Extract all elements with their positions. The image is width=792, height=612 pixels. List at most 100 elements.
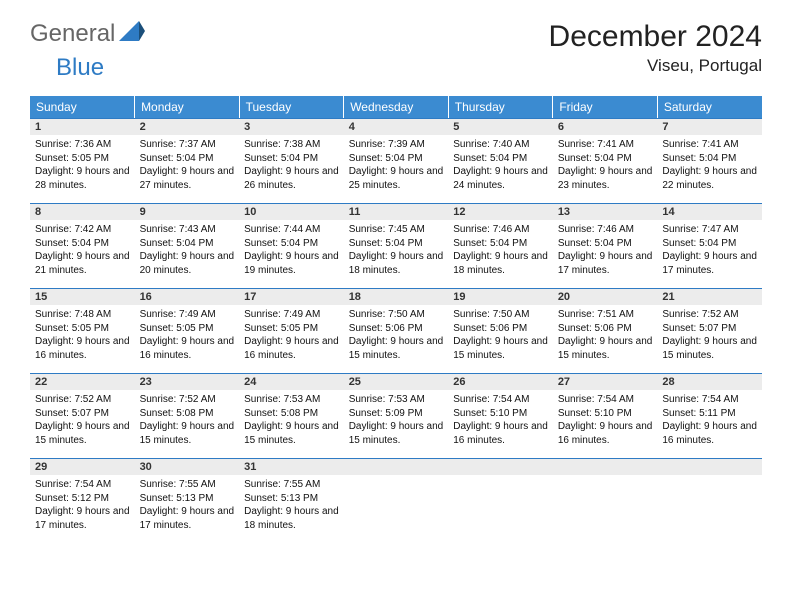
column-header: Friday bbox=[553, 96, 658, 118]
day-info: Sunrise: 7:54 AMSunset: 5:11 PMDaylight:… bbox=[657, 390, 762, 453]
day-number: 27 bbox=[553, 373, 658, 390]
day-info: Sunrise: 7:48 AMSunset: 5:05 PMDaylight:… bbox=[30, 305, 135, 368]
calendar-week-row: 22Sunrise: 7:52 AMSunset: 5:07 PMDayligh… bbox=[30, 373, 762, 458]
day-number: 26 bbox=[448, 373, 553, 390]
calendar-day-cell bbox=[657, 458, 762, 543]
calendar-day-cell bbox=[553, 458, 658, 543]
day-number: 20 bbox=[553, 288, 658, 305]
calendar-day-cell: 24Sunrise: 7:53 AMSunset: 5:08 PMDayligh… bbox=[239, 373, 344, 458]
calendar-day-cell: 8Sunrise: 7:42 AMSunset: 5:04 PMDaylight… bbox=[30, 203, 135, 288]
day-info: Sunrise: 7:52 AMSunset: 5:08 PMDaylight:… bbox=[135, 390, 240, 453]
day-number: 1 bbox=[30, 118, 135, 135]
calendar-day-cell: 22Sunrise: 7:52 AMSunset: 5:07 PMDayligh… bbox=[30, 373, 135, 458]
day-info: Sunrise: 7:53 AMSunset: 5:08 PMDaylight:… bbox=[239, 390, 344, 453]
day-number: 19 bbox=[448, 288, 553, 305]
calendar-day-cell: 6Sunrise: 7:41 AMSunset: 5:04 PMDaylight… bbox=[553, 118, 658, 203]
day-info: Sunrise: 7:52 AMSunset: 5:07 PMDaylight:… bbox=[30, 390, 135, 453]
day-info: Sunrise: 7:55 AMSunset: 5:13 PMDaylight:… bbox=[239, 475, 344, 538]
logo-text-blue: Blue bbox=[30, 54, 104, 81]
calendar-day-cell bbox=[448, 458, 553, 543]
day-number: 29 bbox=[30, 458, 135, 475]
calendar-day-cell: 23Sunrise: 7:52 AMSunset: 5:08 PMDayligh… bbox=[135, 373, 240, 458]
day-info: Sunrise: 7:40 AMSunset: 5:04 PMDaylight:… bbox=[448, 135, 553, 198]
calendar-day-cell bbox=[344, 458, 449, 543]
day-number: 10 bbox=[239, 203, 344, 220]
calendar-day-cell: 13Sunrise: 7:46 AMSunset: 5:04 PMDayligh… bbox=[553, 203, 658, 288]
day-info: Sunrise: 7:39 AMSunset: 5:04 PMDaylight:… bbox=[344, 135, 449, 198]
day-info: Sunrise: 7:45 AMSunset: 5:04 PMDaylight:… bbox=[344, 220, 449, 283]
day-number: 22 bbox=[30, 373, 135, 390]
calendar-day-cell: 2Sunrise: 7:37 AMSunset: 5:04 PMDaylight… bbox=[135, 118, 240, 203]
day-info: Sunrise: 7:41 AMSunset: 5:04 PMDaylight:… bbox=[657, 135, 762, 198]
empty-day bbox=[657, 458, 762, 475]
day-info: Sunrise: 7:54 AMSunset: 5:10 PMDaylight:… bbox=[553, 390, 658, 453]
calendar-day-cell: 14Sunrise: 7:47 AMSunset: 5:04 PMDayligh… bbox=[657, 203, 762, 288]
calendar-day-cell: 1Sunrise: 7:36 AMSunset: 5:05 PMDaylight… bbox=[30, 118, 135, 203]
day-number: 9 bbox=[135, 203, 240, 220]
calendar-table: SundayMondayTuesdayWednesdayThursdayFrid… bbox=[30, 96, 762, 543]
calendar-day-cell: 28Sunrise: 7:54 AMSunset: 5:11 PMDayligh… bbox=[657, 373, 762, 458]
column-header: Wednesday bbox=[344, 96, 449, 118]
day-info: Sunrise: 7:55 AMSunset: 5:13 PMDaylight:… bbox=[135, 475, 240, 538]
day-number: 4 bbox=[344, 118, 449, 135]
day-info: Sunrise: 7:42 AMSunset: 5:04 PMDaylight:… bbox=[30, 220, 135, 283]
day-number: 6 bbox=[553, 118, 658, 135]
empty-day bbox=[448, 458, 553, 475]
calendar-day-cell: 9Sunrise: 7:43 AMSunset: 5:04 PMDaylight… bbox=[135, 203, 240, 288]
day-info: Sunrise: 7:53 AMSunset: 5:09 PMDaylight:… bbox=[344, 390, 449, 453]
day-number: 16 bbox=[135, 288, 240, 305]
calendar-day-cell: 26Sunrise: 7:54 AMSunset: 5:10 PMDayligh… bbox=[448, 373, 553, 458]
logo-text-general: General bbox=[30, 20, 115, 48]
day-info: Sunrise: 7:54 AMSunset: 5:10 PMDaylight:… bbox=[448, 390, 553, 453]
column-header: Saturday bbox=[657, 96, 762, 118]
day-number: 15 bbox=[30, 288, 135, 305]
calendar-day-cell: 30Sunrise: 7:55 AMSunset: 5:13 PMDayligh… bbox=[135, 458, 240, 543]
day-number: 23 bbox=[135, 373, 240, 390]
calendar-head: SundayMondayTuesdayWednesdayThursdayFrid… bbox=[30, 96, 762, 118]
day-number: 3 bbox=[239, 118, 344, 135]
calendar-body: 1Sunrise: 7:36 AMSunset: 5:05 PMDaylight… bbox=[30, 118, 762, 543]
logo: General bbox=[30, 20, 145, 48]
day-info: Sunrise: 7:38 AMSunset: 5:04 PMDaylight:… bbox=[239, 135, 344, 198]
calendar-day-cell: 4Sunrise: 7:39 AMSunset: 5:04 PMDaylight… bbox=[344, 118, 449, 203]
calendar-day-cell: 20Sunrise: 7:51 AMSunset: 5:06 PMDayligh… bbox=[553, 288, 658, 373]
day-info: Sunrise: 7:41 AMSunset: 5:04 PMDaylight:… bbox=[553, 135, 658, 198]
calendar-week-row: 15Sunrise: 7:48 AMSunset: 5:05 PMDayligh… bbox=[30, 288, 762, 373]
calendar-week-row: 8Sunrise: 7:42 AMSunset: 5:04 PMDaylight… bbox=[30, 203, 762, 288]
calendar-day-cell: 11Sunrise: 7:45 AMSunset: 5:04 PMDayligh… bbox=[344, 203, 449, 288]
day-info: Sunrise: 7:50 AMSunset: 5:06 PMDaylight:… bbox=[448, 305, 553, 368]
day-info: Sunrise: 7:49 AMSunset: 5:05 PMDaylight:… bbox=[135, 305, 240, 368]
day-number: 2 bbox=[135, 118, 240, 135]
day-info: Sunrise: 7:51 AMSunset: 5:06 PMDaylight:… bbox=[553, 305, 658, 368]
day-info: Sunrise: 7:49 AMSunset: 5:05 PMDaylight:… bbox=[239, 305, 344, 368]
calendar-day-cell: 7Sunrise: 7:41 AMSunset: 5:04 PMDaylight… bbox=[657, 118, 762, 203]
day-info: Sunrise: 7:36 AMSunset: 5:05 PMDaylight:… bbox=[30, 135, 135, 198]
calendar-day-cell: 17Sunrise: 7:49 AMSunset: 5:05 PMDayligh… bbox=[239, 288, 344, 373]
calendar-day-cell: 15Sunrise: 7:48 AMSunset: 5:05 PMDayligh… bbox=[30, 288, 135, 373]
empty-day bbox=[344, 458, 449, 475]
column-header: Thursday bbox=[448, 96, 553, 118]
day-number: 7 bbox=[657, 118, 762, 135]
calendar-day-cell: 25Sunrise: 7:53 AMSunset: 5:09 PMDayligh… bbox=[344, 373, 449, 458]
day-number: 21 bbox=[657, 288, 762, 305]
day-info: Sunrise: 7:46 AMSunset: 5:04 PMDaylight:… bbox=[553, 220, 658, 283]
calendar-week-row: 29Sunrise: 7:54 AMSunset: 5:12 PMDayligh… bbox=[30, 458, 762, 543]
day-number: 12 bbox=[448, 203, 553, 220]
day-number: 25 bbox=[344, 373, 449, 390]
logo-triangle-icon bbox=[119, 20, 145, 48]
day-number: 30 bbox=[135, 458, 240, 475]
day-number: 5 bbox=[448, 118, 553, 135]
day-number: 31 bbox=[239, 458, 344, 475]
calendar-day-cell: 31Sunrise: 7:55 AMSunset: 5:13 PMDayligh… bbox=[239, 458, 344, 543]
column-header: Sunday bbox=[30, 96, 135, 118]
day-number: 24 bbox=[239, 373, 344, 390]
day-info: Sunrise: 7:47 AMSunset: 5:04 PMDaylight:… bbox=[657, 220, 762, 283]
calendar-day-cell: 16Sunrise: 7:49 AMSunset: 5:05 PMDayligh… bbox=[135, 288, 240, 373]
day-number: 17 bbox=[239, 288, 344, 305]
day-info: Sunrise: 7:46 AMSunset: 5:04 PMDaylight:… bbox=[448, 220, 553, 283]
empty-day bbox=[553, 458, 658, 475]
calendar-day-cell: 21Sunrise: 7:52 AMSunset: 5:07 PMDayligh… bbox=[657, 288, 762, 373]
column-header: Tuesday bbox=[239, 96, 344, 118]
title-block: December 2024 Viseu, Portugal bbox=[549, 20, 762, 76]
day-number: 8 bbox=[30, 203, 135, 220]
